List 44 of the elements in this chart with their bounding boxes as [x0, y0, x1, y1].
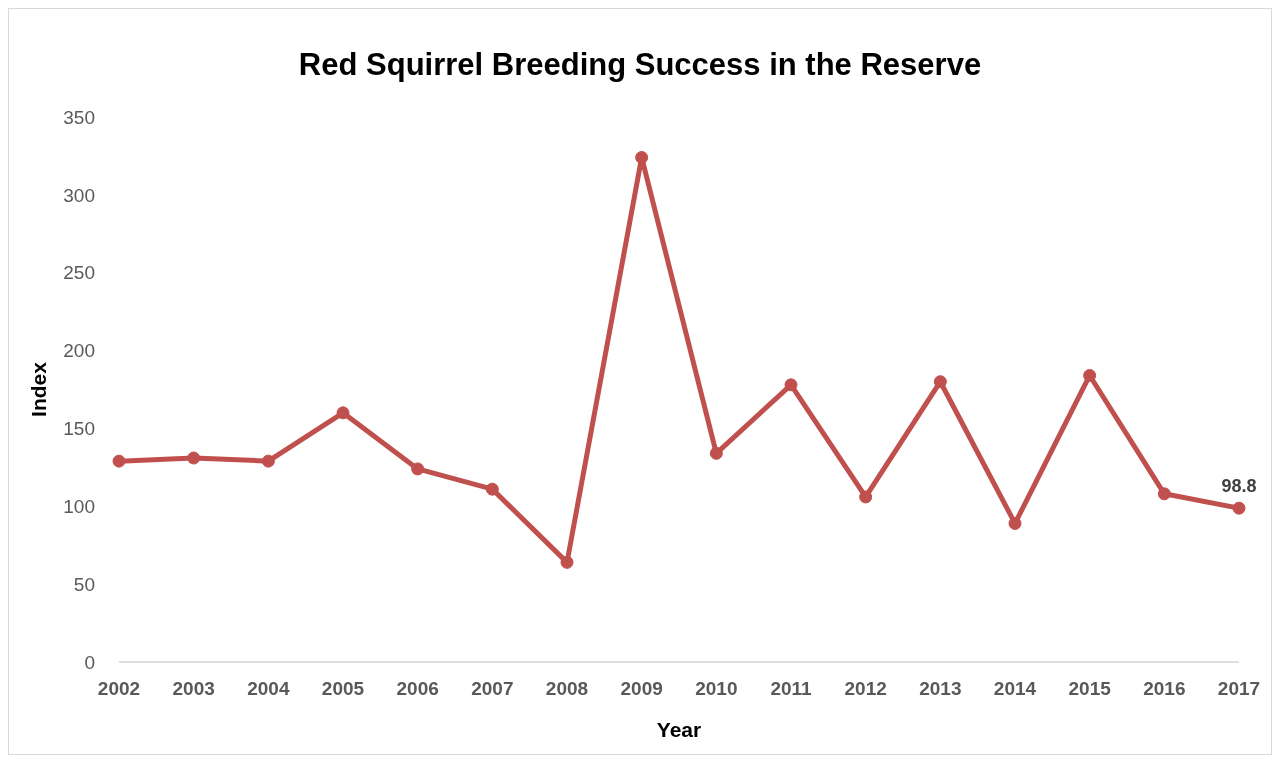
x-tick-label: 2004: [247, 678, 290, 700]
point: [709, 446, 723, 460]
x-tick-label: 2009: [620, 678, 663, 700]
point: [261, 454, 275, 468]
point: [1157, 487, 1171, 501]
x-tick-label: 2015: [1068, 678, 1112, 700]
point: [1083, 368, 1097, 382]
point: [187, 451, 201, 465]
point: [485, 482, 499, 496]
y-tick-label: 200: [63, 340, 95, 362]
x-tick-label: 2014: [993, 678, 1037, 700]
point: [1232, 501, 1246, 515]
x-tick-label: 2008: [545, 678, 589, 700]
y-tick-label: 250: [63, 262, 95, 284]
x-tick-label: 2002: [97, 678, 141, 700]
x-tick-label: 2007: [471, 678, 514, 700]
point: [784, 378, 798, 392]
data-label: 98.8: [1221, 476, 1257, 497]
point: [933, 375, 947, 389]
point: [1008, 516, 1022, 530]
y-tick-label: 150: [63, 418, 95, 440]
y-tick-label: 0: [84, 651, 95, 673]
point: [112, 454, 126, 468]
point: [560, 555, 574, 569]
x-tick-label: 2005: [321, 678, 365, 700]
y-tick-label: 50: [73, 573, 95, 595]
point: [336, 406, 350, 420]
x-tick-label: 2010: [695, 678, 738, 700]
x-axis-title: Year: [656, 718, 702, 741]
y-axis-title: Index: [27, 361, 51, 417]
y-tick-label: 300: [63, 184, 95, 206]
y-tick-label: 350: [63, 106, 95, 128]
x-tick-label: 2013: [919, 678, 962, 700]
x-tick-label: 2016: [1143, 678, 1186, 700]
x-tick-label: 2011: [770, 678, 813, 700]
point: [859, 490, 873, 504]
x-tick-label: 2003: [172, 678, 215, 700]
x-tick-label: 2006: [396, 678, 439, 700]
point: [411, 462, 425, 476]
x-tick-label: 2017: [1217, 678, 1261, 700]
x-tick-label: 2012: [844, 678, 887, 700]
chart-title: Red Squirrel Breeding Success in the Reserve: [297, 46, 983, 84]
point: [635, 150, 649, 164]
y-tick-label: 100: [63, 496, 95, 518]
